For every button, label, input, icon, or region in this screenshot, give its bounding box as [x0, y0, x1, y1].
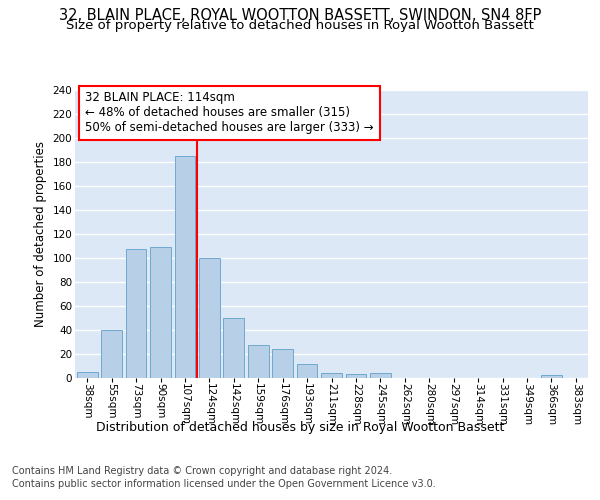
Text: Size of property relative to detached houses in Royal Wootton Bassett: Size of property relative to detached ho… — [66, 18, 534, 32]
Text: 32 BLAIN PLACE: 114sqm
← 48% of detached houses are smaller (315)
50% of semi-de: 32 BLAIN PLACE: 114sqm ← 48% of detached… — [85, 92, 374, 134]
Text: Contains public sector information licensed under the Open Government Licence v3: Contains public sector information licen… — [12, 479, 436, 489]
Bar — [370, 372, 391, 378]
Bar — [125, 250, 146, 378]
Bar — [223, 318, 244, 378]
Y-axis label: Number of detached properties: Number of detached properties — [34, 141, 47, 327]
Bar — [150, 247, 171, 378]
Bar — [272, 349, 293, 378]
Text: 32, BLAIN PLACE, ROYAL WOOTTON BASSETT, SWINDON, SN4 8FP: 32, BLAIN PLACE, ROYAL WOOTTON BASSETT, … — [59, 8, 541, 22]
Bar — [175, 156, 196, 378]
Bar — [296, 364, 317, 378]
Bar — [101, 330, 122, 378]
Text: Contains HM Land Registry data © Crown copyright and database right 2024.: Contains HM Land Registry data © Crown c… — [12, 466, 392, 476]
Bar — [77, 372, 98, 378]
Bar — [346, 374, 367, 378]
Bar — [199, 258, 220, 378]
Bar — [321, 372, 342, 378]
Bar — [541, 375, 562, 378]
Bar — [248, 345, 269, 378]
Text: Distribution of detached houses by size in Royal Wootton Bassett: Distribution of detached houses by size … — [96, 421, 504, 434]
